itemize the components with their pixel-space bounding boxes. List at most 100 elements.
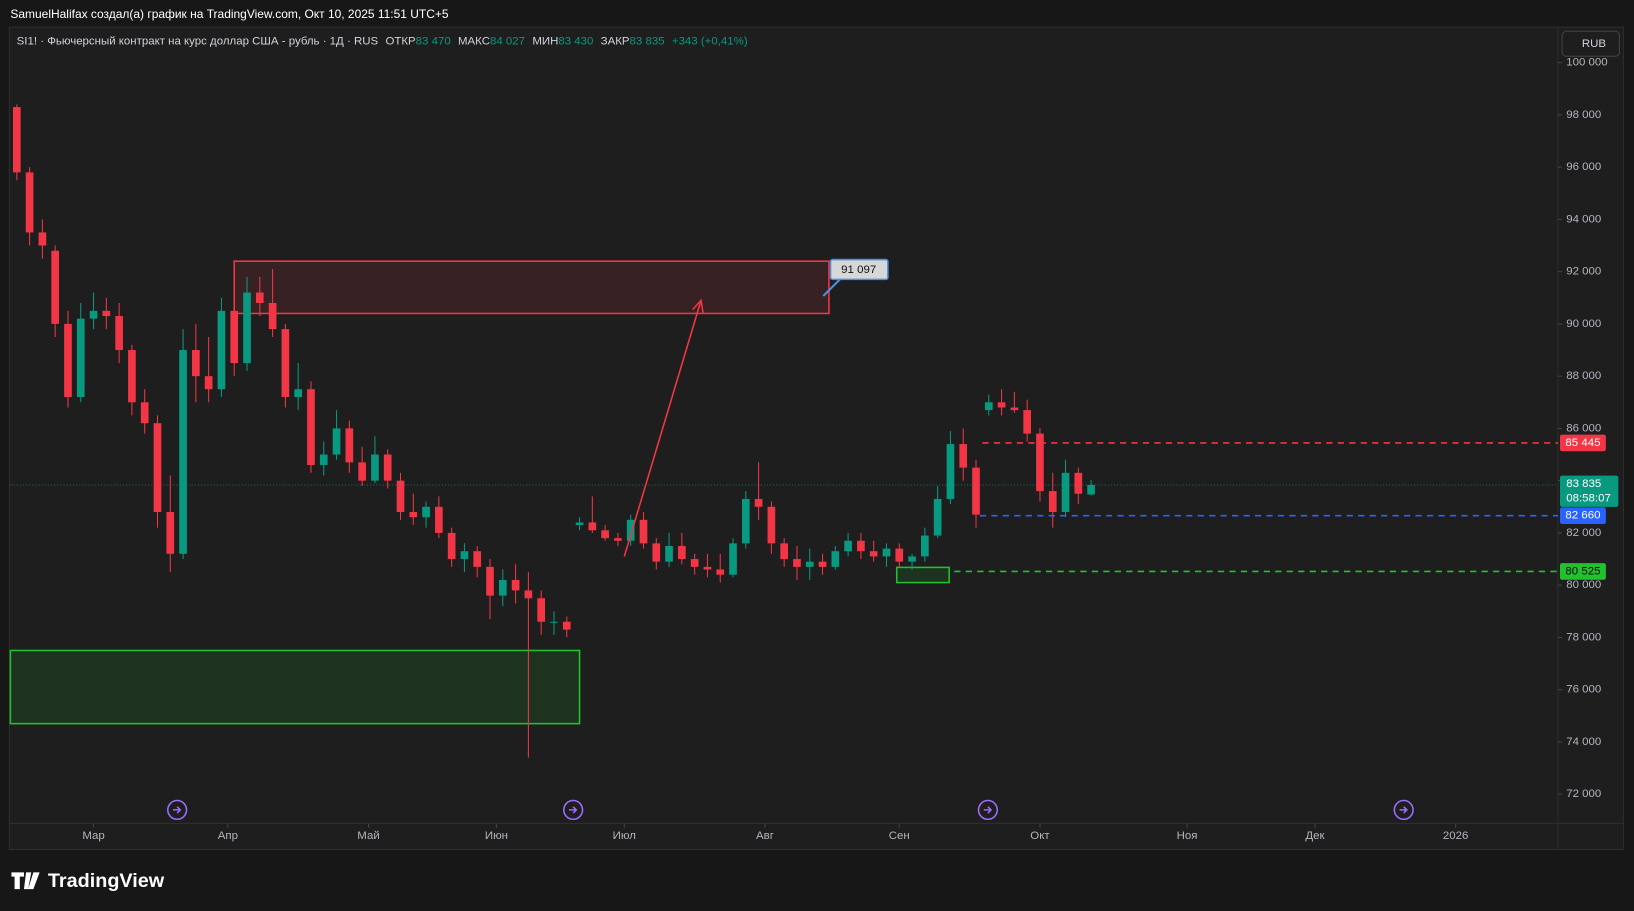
candle-body bbox=[908, 556, 916, 562]
x-tick-label: Ноя bbox=[1177, 830, 1198, 842]
legend-label: МИН bbox=[532, 36, 558, 48]
candle-body bbox=[1074, 472, 1083, 494]
y-tick-label: 100 000 bbox=[1566, 57, 1607, 69]
level-label: 82 660 bbox=[1565, 510, 1600, 522]
currency-button[interactable] bbox=[1561, 30, 1620, 57]
candle-body bbox=[1087, 484, 1095, 495]
candle-body bbox=[818, 561, 827, 567]
candle-body bbox=[984, 402, 993, 411]
y-tick-label: 94 000 bbox=[1566, 213, 1601, 225]
legend-value: 84 027 bbox=[490, 36, 525, 48]
legend-value: 83 470 bbox=[416, 36, 451, 48]
candle-body bbox=[959, 444, 968, 468]
candle-body bbox=[294, 389, 303, 398]
candle-body bbox=[741, 498, 750, 544]
candle-body bbox=[307, 389, 315, 465]
event-icon[interactable] bbox=[977, 799, 999, 821]
x-tick-label: Апр bbox=[218, 830, 238, 842]
candle-body bbox=[831, 551, 840, 567]
callout-box bbox=[829, 258, 889, 281]
event-icon[interactable] bbox=[166, 799, 188, 821]
candle-body bbox=[371, 454, 379, 481]
candle-body bbox=[204, 376, 213, 390]
brand-logo bbox=[11, 872, 40, 890]
zone bbox=[9, 649, 581, 725]
candle-body bbox=[1036, 433, 1044, 492]
y-tick-label: 76 000 bbox=[1566, 684, 1601, 696]
candle-body bbox=[447, 532, 456, 560]
legend: SI1! · Фьючерсный контракт на курс долла… bbox=[17, 36, 748, 48]
candle-body bbox=[754, 498, 763, 507]
candle-body bbox=[25, 172, 34, 233]
x-tick-label: 2026 bbox=[1443, 830, 1468, 842]
candle-body bbox=[780, 543, 789, 560]
header: SamuelHalifax создал(а) график на Tradin… bbox=[10, 7, 448, 21]
currency[interactable]: RUB bbox=[1582, 38, 1607, 50]
y-tick-label: 92 000 bbox=[1566, 266, 1601, 278]
candle-body bbox=[332, 428, 341, 455]
candle-body bbox=[895, 548, 904, 562]
level-label: 85 445 bbox=[1565, 437, 1600, 449]
x-tick-label: Мар bbox=[82, 830, 104, 842]
level-label-box bbox=[1560, 563, 1606, 580]
level-label: 80 525 bbox=[1565, 565, 1600, 577]
candle-body bbox=[716, 569, 725, 575]
candle-body bbox=[1061, 472, 1070, 513]
candle-body bbox=[319, 454, 328, 465]
candle-body bbox=[805, 561, 814, 567]
candle-body bbox=[652, 543, 661, 562]
candle-body bbox=[869, 551, 878, 557]
candle-body bbox=[243, 292, 251, 364]
event-icons bbox=[166, 799, 1414, 821]
arrow-head bbox=[692, 298, 704, 313]
candle-body bbox=[255, 292, 264, 303]
x-tick-label: Июл bbox=[613, 830, 636, 842]
legend-label: МАКС bbox=[458, 36, 490, 48]
y-tick-label: 90 000 bbox=[1566, 318, 1601, 330]
candle-body bbox=[153, 423, 162, 513]
candle-body bbox=[281, 329, 290, 398]
candle-body bbox=[537, 598, 546, 622]
candle-body bbox=[511, 579, 520, 591]
candle-body bbox=[51, 250, 60, 324]
candle-body bbox=[38, 232, 47, 246]
event-glyph bbox=[983, 806, 993, 814]
candle-body bbox=[358, 462, 366, 481]
candle-body bbox=[703, 566, 712, 570]
candle-body bbox=[409, 512, 418, 518]
candle-body bbox=[64, 323, 72, 398]
candle-body bbox=[793, 559, 801, 567]
candle-body bbox=[89, 310, 98, 319]
candle-body bbox=[473, 551, 482, 567]
y-tick-label: 74 000 bbox=[1566, 736, 1601, 748]
candle-body bbox=[217, 310, 226, 390]
candle-body bbox=[524, 590, 533, 599]
event-icon[interactable] bbox=[1393, 799, 1414, 821]
candle-body bbox=[665, 545, 673, 562]
y-tick-label: 80 000 bbox=[1566, 579, 1601, 591]
candle-body bbox=[396, 480, 405, 513]
candle-body bbox=[562, 621, 571, 630]
candle-body bbox=[729, 543, 737, 575]
candle-body bbox=[614, 538, 622, 541]
candle-body bbox=[140, 402, 149, 424]
candle-body bbox=[435, 506, 443, 533]
candle-body bbox=[115, 316, 123, 351]
candle-body bbox=[268, 302, 277, 330]
candle-body bbox=[1010, 407, 1019, 411]
x-tick-label: Сен bbox=[889, 830, 910, 842]
arrow bbox=[623, 300, 702, 557]
legend-symbol: SI1! · Фьючерсный контракт на курс долла… bbox=[17, 36, 379, 48]
zone bbox=[895, 566, 950, 584]
candle-body bbox=[588, 522, 597, 531]
candle-body bbox=[1023, 410, 1032, 434]
event-icon[interactable] bbox=[562, 799, 584, 821]
y-tick-label: 86 000 bbox=[1566, 422, 1601, 434]
x-tick-label: Окт bbox=[1030, 830, 1050, 842]
candle-body bbox=[166, 512, 175, 554]
chart-panel bbox=[8, 26, 1625, 851]
event-glyph bbox=[568, 806, 578, 814]
